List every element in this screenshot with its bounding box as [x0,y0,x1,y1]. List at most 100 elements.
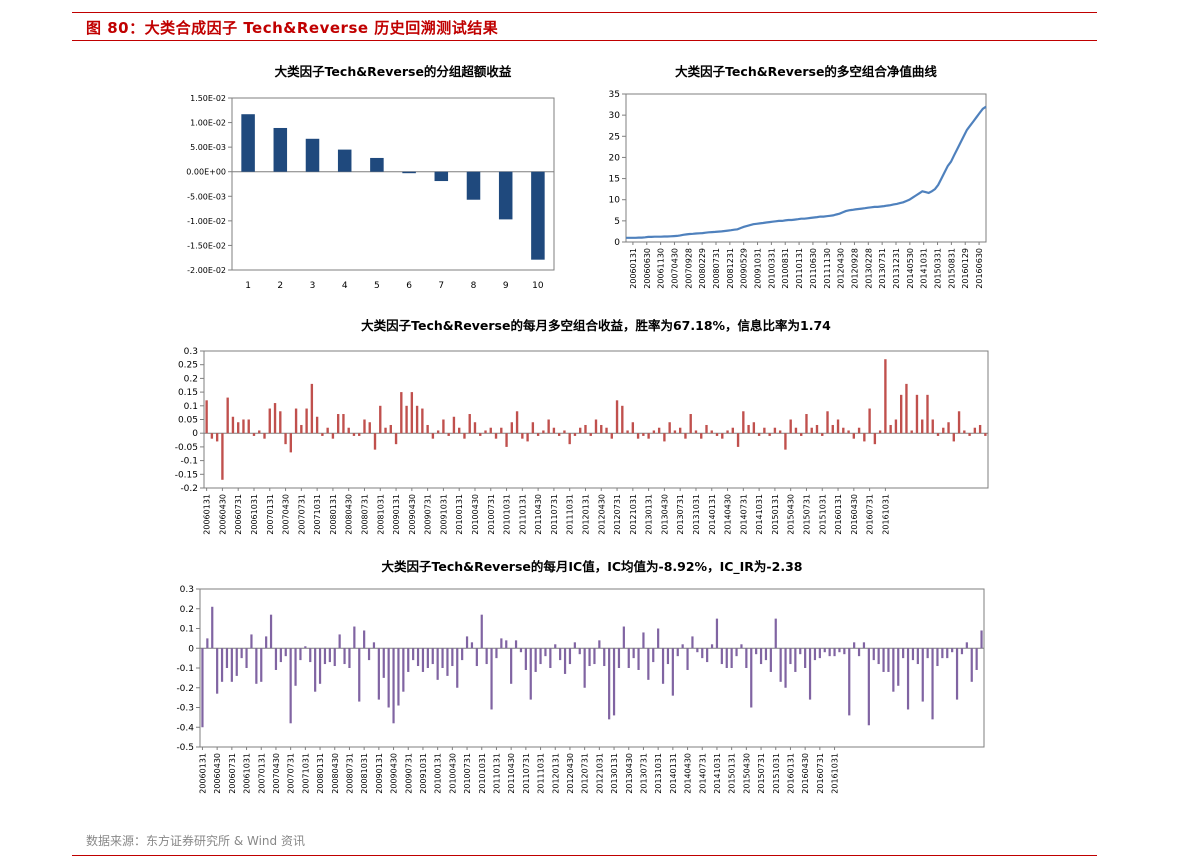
bar-month [220,648,224,682]
bar-month [694,430,698,434]
bar-month [318,648,322,684]
bar-month [679,427,682,434]
x-tick-label: 20070430 [670,248,679,289]
bar-group-9 [498,171,513,220]
bar-month [225,648,229,668]
bar-month [867,648,870,726]
bar-month [773,427,777,434]
bar-month [235,648,238,676]
bar-month [505,433,508,447]
x-tick-label: 20060731 [234,494,243,535]
bar-month [951,648,954,653]
bar-month [963,430,966,434]
bar-month [657,628,660,649]
bar-month [608,648,611,720]
x-tick-label: 20140131 [669,753,678,794]
x-tick-label: 20151031 [772,753,781,794]
bar-month [588,648,591,667]
x-tick-label: 20060731 [228,753,237,794]
x-tick-label: 20060430 [213,753,222,794]
x-tick-label: 20140731 [698,753,707,794]
bar-month [252,433,256,436]
bar-month [343,648,346,665]
bar-month [389,424,392,434]
bar-month [768,433,771,436]
bar-month [970,648,973,682]
bar-month [593,648,596,665]
x-tick-label: 20090430 [408,494,417,535]
x-tick-label: 20121031 [595,753,604,794]
bar-month [579,427,582,434]
bar-month [605,427,608,434]
x-tick-label: 20090131 [375,753,384,794]
bar-group-5 [370,157,384,172]
bar-month [333,648,336,667]
bar-month [852,433,856,439]
y-tick-label: -0.3 [176,704,194,714]
x-tick-label: 7 [438,281,444,291]
y-tick-label: 1.50E-02 [190,94,226,103]
bar-month [789,419,792,434]
bar-month [637,648,640,670]
bar-month [328,648,331,663]
bar-month [813,648,817,661]
bar-month [557,433,561,436]
title-underline [72,40,1097,41]
x-tick-label: 20150430 [787,494,796,535]
bar-month [906,648,910,710]
bar-month [957,411,961,434]
bar-month [300,424,303,434]
bar-month [621,405,624,434]
bar-month [247,419,250,434]
bar-month [539,648,542,665]
x-tick-label: 20070131 [257,753,266,794]
bar-month [226,397,229,434]
bar-month [676,648,679,657]
y-tick-label: 20 [609,153,621,163]
bar-month [610,433,613,439]
y-tick-label: 0.1 [184,402,198,412]
plot-frame [231,97,555,271]
bar-month [615,400,619,434]
x-tick-label: 20070731 [297,494,306,535]
bar-month [489,427,492,434]
y-tick-label: 0.15 [178,388,198,398]
bar-month [740,644,743,649]
bar-month [363,630,366,649]
bar-month [436,648,439,680]
bar-month [510,648,513,684]
bar-month [681,644,684,649]
bar-month [397,648,400,706]
bar-month [519,648,523,653]
x-tick-label: 20071031 [313,494,322,535]
y-tick-label: -0.1 [176,664,194,674]
bar-month [279,411,282,434]
x-tick-label: 20140430 [724,494,733,535]
x-tick-label: 20110131 [795,248,804,289]
x-tick-label: 20160131 [834,494,843,535]
bar-month [725,648,728,668]
x-tick-label: 20100131 [434,753,443,794]
x-tick-label: 20080229 [698,248,707,289]
bar-month [652,430,656,434]
plot-frame [199,588,985,748]
y-tick-label: -0.2 [180,484,198,494]
bar-month [289,433,293,453]
bar-month [242,419,245,434]
x-tick-label: 20100731 [487,494,496,535]
chart-title: 大类因子Tech&Reverse的多空组合净值曲线 [675,64,937,79]
bar-month [980,630,983,649]
y-tick-label: -0.05 [175,443,198,453]
bar-month [269,614,273,649]
x-tick-label: 20130131 [610,753,619,794]
bar-month [936,433,940,436]
x-tick-label: 20150831 [947,248,956,289]
x-tick-label: 20110430 [534,494,543,535]
bar-month [710,430,713,434]
x-tick-label: 20150731 [757,753,766,794]
bar-month [622,626,625,649]
bar-month [700,433,703,439]
x-tick-label: 20110731 [522,753,531,794]
bar-month [836,419,840,434]
x-tick-label: 20100131 [455,494,464,535]
